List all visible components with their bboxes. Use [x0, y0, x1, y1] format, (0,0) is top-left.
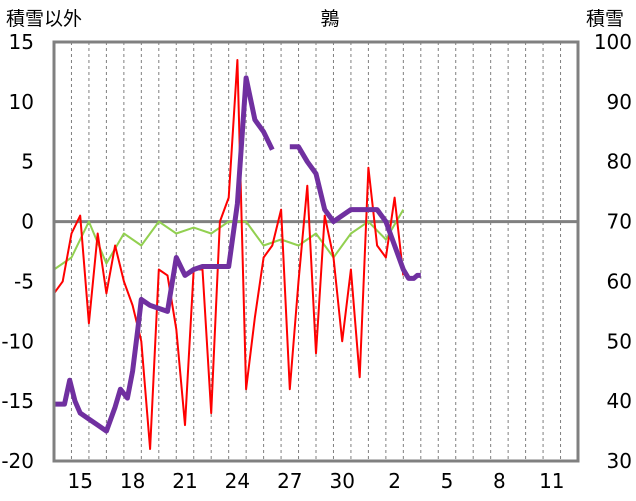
- x-tick-label: 5: [441, 469, 454, 493]
- vertical-gridlines: [54, 42, 578, 461]
- snow-series-line: [54, 75, 275, 434]
- x-tick-label: 24: [225, 469, 250, 493]
- left-tick-label: 15: [9, 30, 34, 54]
- x-tick-label: 21: [172, 469, 197, 493]
- x-tick-label: 11: [539, 469, 564, 493]
- x-tick-label: 18: [120, 469, 145, 493]
- left-tick-label: -20: [1, 449, 34, 473]
- red-series-line: [53, 59, 405, 450]
- x-tick-label: 15: [67, 469, 92, 493]
- right-tick-label: 40: [607, 389, 632, 413]
- x-tick-label: 30: [329, 469, 354, 493]
- left-tick-label: -5: [14, 269, 34, 293]
- right-tick-label: 30: [607, 449, 632, 473]
- x-tick-label: 2: [388, 469, 401, 493]
- right-tick-label: 60: [607, 269, 632, 293]
- right-tick-label: 70: [607, 210, 632, 234]
- snow-series-line: [289, 144, 421, 281]
- left-tick-label: 10: [9, 90, 34, 114]
- right-tick-label: 50: [607, 329, 632, 353]
- left-tick-label: 5: [21, 150, 34, 174]
- right-axis-title: 積雪: [586, 8, 624, 30]
- plot-frame: [52, 40, 580, 463]
- left-tick-label: -10: [1, 329, 34, 353]
- right-tick-label: 100: [594, 30, 632, 54]
- x-tick-label: 27: [277, 469, 302, 493]
- x-tick-label: 8: [493, 469, 506, 493]
- right-tick-label: 90: [607, 90, 632, 114]
- right-tick-label: 80: [607, 150, 632, 174]
- left-tick-label: -15: [1, 389, 34, 413]
- green-series-line: [53, 209, 405, 271]
- chart-title: 鶉: [320, 8, 339, 30]
- left-tick-label: 0: [21, 210, 34, 234]
- plot-series: [53, 59, 421, 450]
- left-axis-title: 積雪以外: [6, 8, 82, 30]
